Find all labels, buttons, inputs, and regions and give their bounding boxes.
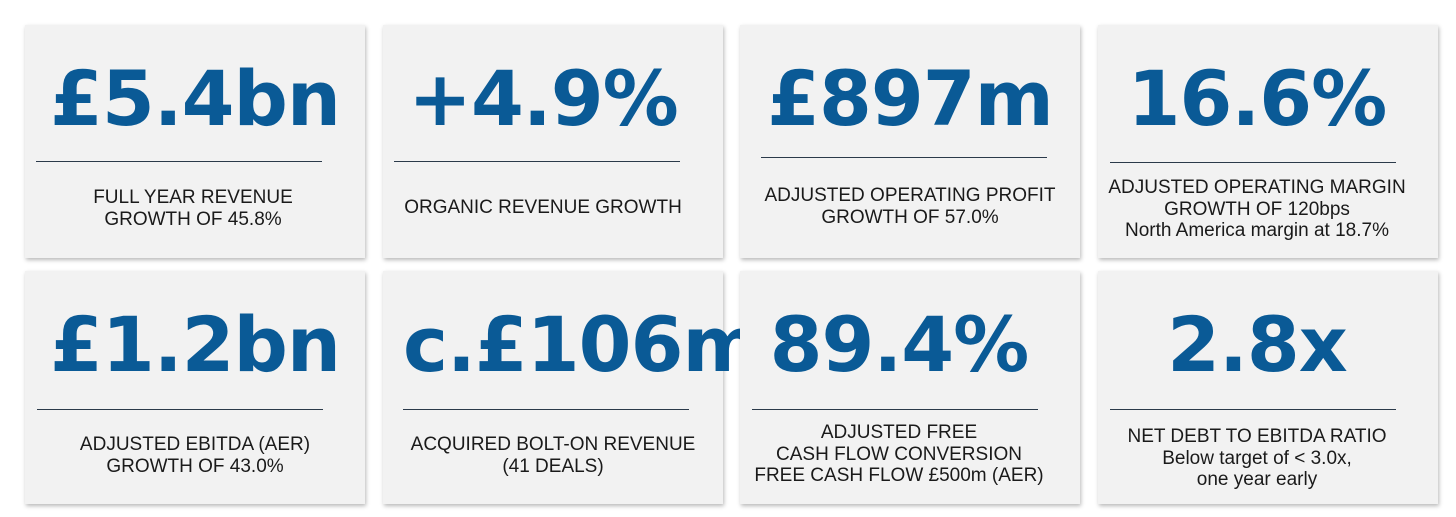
- kpi-caption-line: GROWTH OF 120bps: [1164, 198, 1350, 220]
- kpi-caption-line: NET DEBT TO EBITDA RATIO: [1127, 426, 1387, 447]
- divider: [37, 409, 323, 410]
- kpi-caption: ACQUIRED BOLT-ON REVENUE (41 DEALS): [383, 434, 723, 477]
- kpi-caption-line: GROWTH OF 43.0%: [106, 455, 284, 477]
- kpi-caption-line: FULL YEAR REVENUE: [93, 187, 293, 208]
- kpi-caption: NET DEBT TO EBITDA RATIO Below target of…: [1098, 426, 1438, 491]
- kpi-value: 2.8x: [1167, 300, 1348, 389]
- divider: [1110, 409, 1396, 410]
- kpi-card-cash-flow: 89.4% ADJUSTED FREE CASH FLOW CONVERSION…: [740, 271, 1080, 504]
- kpi-caption: ADJUSTED OPERATING MARGIN GROWTH OF 120b…: [1098, 177, 1438, 242]
- kpi-card-ebitda: £1.2bn ADJUSTED EBITDA (AER) GROWTH OF 4…: [25, 271, 365, 504]
- kpi-value: £1.2bn: [49, 300, 341, 389]
- kpi-card-acquired-revenue: c.£106m ACQUIRED BOLT-ON REVENUE (41 DEA…: [383, 271, 762, 504]
- kpi-caption-line: FREE CASH FLOW £500m (AER): [754, 465, 1044, 486]
- kpi-value: c.£106m: [403, 300, 762, 389]
- divider: [403, 409, 689, 410]
- kpi-value: +4.9%: [408, 54, 678, 143]
- kpi-caption-line: (41 DEALS): [502, 455, 604, 477]
- kpi-caption-line: ORGANIC REVENUE GROWTH: [404, 197, 682, 218]
- divider: [394, 161, 680, 162]
- divider: [752, 409, 1038, 410]
- kpi-caption: ADJUSTED EBITDA (AER) GROWTH OF 43.0%: [25, 434, 365, 477]
- kpi-caption-line: ADJUSTED FREE: [820, 422, 978, 443]
- divider: [36, 161, 322, 162]
- kpi-card-net-debt: 2.8x NET DEBT TO EBITDA RATIO Below targ…: [1098, 271, 1438, 504]
- kpi-caption-line: GROWTH OF 57.0%: [821, 206, 999, 228]
- kpi-card-revenue: £5.4bn FULL YEAR REVENUE GROWTH OF 45.8%: [25, 25, 365, 258]
- kpi-caption-line: Below target of < 3.0x,: [1162, 447, 1352, 469]
- kpi-value: 89.4%: [769, 300, 1030, 389]
- kpi-caption-line: ADJUSTED OPERATING PROFIT: [764, 185, 1056, 206]
- kpi-value: 16.6%: [1127, 54, 1388, 143]
- kpi-card-operating-margin: 16.6% ADJUSTED OPERATING MARGIN GROWTH O…: [1098, 25, 1438, 258]
- kpi-caption-line: GROWTH OF 45.8%: [104, 208, 282, 230]
- divider: [1110, 162, 1396, 163]
- kpi-caption-line: ACQUIRED BOLT-ON REVENUE: [410, 434, 696, 455]
- kpi-value: £897m: [767, 54, 1054, 143]
- kpi-caption: ADJUSTED FREE CASH FLOW CONVERSION FREE …: [740, 422, 1080, 487]
- kpi-caption-line: CASH FLOW CONVERSION: [776, 443, 1022, 465]
- kpi-caption-line: one year early: [1196, 469, 1318, 490]
- kpi-caption-line: ADJUSTED EBITDA (AER): [79, 434, 311, 455]
- kpi-caption-line: North America margin at 18.7%: [1124, 220, 1389, 241]
- kpi-caption-line: ADJUSTED OPERATING MARGIN: [1108, 177, 1406, 198]
- kpi-caption: ADJUSTED OPERATING PROFIT GROWTH OF 57.0…: [740, 185, 1080, 228]
- kpi-card-organic-growth: +4.9% ORGANIC REVENUE GROWTH: [383, 25, 723, 258]
- kpi-value: £5.4bn: [49, 54, 341, 143]
- divider: [761, 157, 1047, 158]
- kpi-card-operating-profit: £897m ADJUSTED OPERATING PROFIT GROWTH O…: [740, 25, 1080, 258]
- kpi-caption: FULL YEAR REVENUE GROWTH OF 45.8%: [25, 187, 365, 230]
- kpi-caption: ORGANIC REVENUE GROWTH: [383, 197, 723, 219]
